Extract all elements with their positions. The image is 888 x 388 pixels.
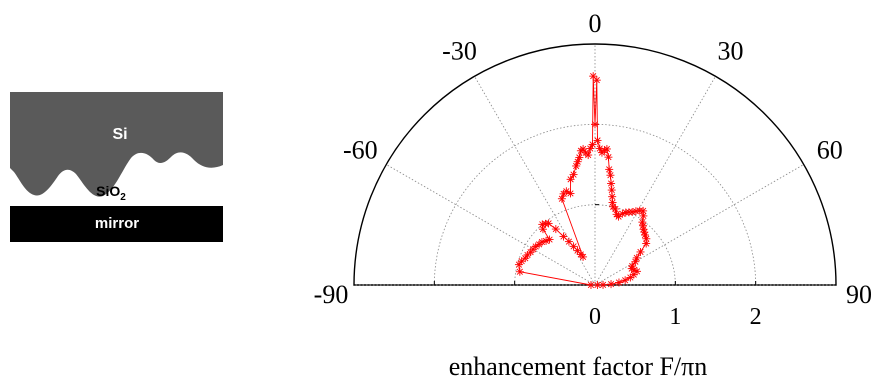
data-point [589,72,598,81]
data-point [611,204,620,213]
oxide-label: SiO2 [96,183,126,203]
data-point [593,281,602,289]
radial-label: 2 [750,304,762,330]
data-point [639,206,648,215]
angle-label: 90 [846,280,872,309]
data-point [586,144,595,153]
data-point [575,153,584,162]
data-point [566,189,575,198]
mirror-label: mirror [95,215,139,232]
data-point [517,257,526,266]
data-point [621,276,630,285]
angle-tick-labels: -90 -60 -30 0 30 60 90 [314,9,872,309]
radial-grid-circle-1 [514,204,676,286]
data-point [636,247,645,256]
data-point [579,252,588,261]
radial-label: 0 [589,304,601,330]
data-point [592,76,601,85]
data-point [588,140,597,149]
data-point [605,165,614,174]
data-point [564,237,573,246]
data-point [566,175,575,184]
data-point [545,235,554,244]
data-point [593,136,602,145]
data-point [569,170,578,179]
angle-spoke--60 [386,164,596,286]
data-point [559,232,568,241]
polar-plot: -90 -60 -30 0 30 60 90 0 1 2 enhancement factor … [314,9,872,381]
angle-label: -90 [314,280,349,309]
polar-grid [354,44,836,286]
data-point [606,171,615,180]
data-point [639,211,648,220]
silicon-label: Si [112,126,127,143]
angle-label: -60 [343,136,378,165]
angle-label: 30 [718,36,744,65]
data-point [604,153,613,162]
oxide-label-subscript: 2 [120,192,126,203]
mirror-layer [10,206,223,242]
data-point [629,270,638,279]
data-point [591,120,599,129]
inset-schematic: Si SiO2 mirror [10,92,223,242]
data-point [544,219,553,228]
angle-spoke--30 [474,76,596,286]
oxide-label-main: SiO [96,183,120,199]
angle-label: -30 [442,36,477,65]
data-point [584,151,593,160]
data-point [607,179,616,188]
data-point [562,187,571,196]
angle-spoke-30 [594,76,716,286]
data-point [607,280,616,289]
data-point [551,225,560,234]
data-point [639,221,648,230]
data-point [542,236,551,245]
data-point [515,267,524,276]
silicon-layer [10,92,223,197]
data-point [631,257,640,266]
radial-label: 1 [669,304,681,330]
data-point [614,278,623,287]
angle-spoke-60 [594,164,804,286]
data-point [602,144,611,153]
angle-label: 60 [817,136,843,165]
data-point [642,239,651,248]
outer-axis-semicircle [353,43,837,286]
x-axis-label: enhancement factor F/πn [449,352,708,381]
data-series [514,72,651,289]
radial-tick-labels: 0 1 2 [589,304,762,330]
angle-label: 0 [589,9,602,38]
